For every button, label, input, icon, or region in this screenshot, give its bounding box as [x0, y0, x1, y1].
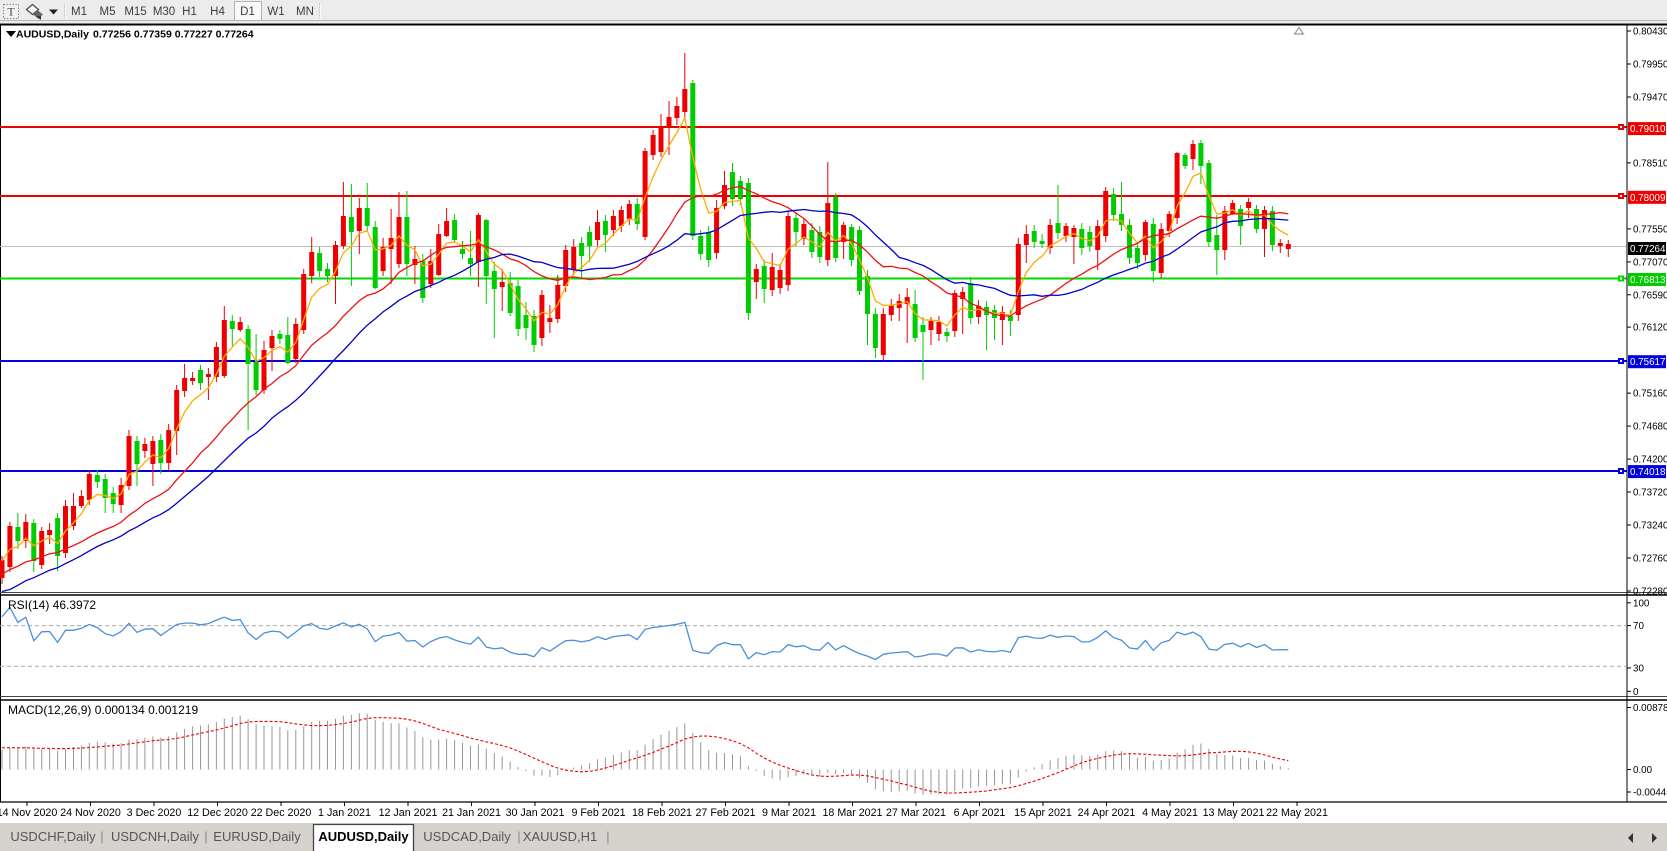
svg-text:0.77550: 0.77550	[1633, 224, 1667, 235]
svg-text:0.77264: 0.77264	[1630, 244, 1666, 255]
svg-text:RSI(14) 46.3972: RSI(14) 46.3972	[8, 598, 96, 612]
svg-text:0.78510: 0.78510	[1633, 158, 1667, 169]
svg-text:0.77256 0.77359 0.77227 0.7726: 0.77256 0.77359 0.77227 0.77264	[93, 29, 254, 41]
svg-text:0.73720: 0.73720	[1633, 488, 1667, 499]
svg-text:0.72760: 0.72760	[1633, 554, 1667, 565]
svg-text:24 Apr 2021: 24 Apr 2021	[1078, 807, 1136, 819]
svg-text:AUDUSD,Daily: AUDUSD,Daily	[16, 29, 89, 41]
svg-text:0.76120: 0.76120	[1633, 323, 1667, 334]
svg-text:0.76813: 0.76813	[1630, 275, 1666, 286]
svg-text:XAUUSD,H1: XAUUSD,H1	[523, 829, 597, 844]
svg-text:0.75617: 0.75617	[1630, 357, 1665, 368]
svg-text:9 Mar 2021: 9 Mar 2021	[762, 807, 816, 819]
svg-text:70: 70	[1633, 621, 1644, 632]
svg-text:13 May 2021: 13 May 2021	[1203, 807, 1265, 819]
svg-text:MACD(12,26,9) 0.000134 0.00121: MACD(12,26,9) 0.000134 0.001219	[8, 703, 198, 717]
svg-text:MN: MN	[296, 6, 314, 18]
svg-text:-0.00445: -0.00445	[1633, 788, 1667, 799]
svg-text:22 May 2021: 22 May 2021	[1266, 807, 1328, 819]
svg-text:0.77070: 0.77070	[1633, 257, 1667, 268]
svg-text:0.74018: 0.74018	[1630, 467, 1666, 478]
svg-text:M1: M1	[71, 6, 87, 18]
svg-text:M30: M30	[153, 6, 175, 18]
svg-text:W1: W1	[267, 6, 284, 18]
svg-text:0: 0	[1633, 687, 1639, 698]
svg-text:22 Dec 2020: 22 Dec 2020	[251, 807, 312, 819]
svg-text:9 Feb 2021: 9 Feb 2021	[571, 807, 625, 819]
svg-text:0.75160: 0.75160	[1633, 389, 1667, 400]
svg-text:H1: H1	[182, 6, 197, 18]
svg-text:18 Feb 2021: 18 Feb 2021	[632, 807, 692, 819]
svg-text:21 Jan 2021: 21 Jan 2021	[442, 807, 501, 819]
svg-text:0.74680: 0.74680	[1633, 422, 1667, 433]
svg-text:0.72280: 0.72280	[1633, 587, 1667, 598]
svg-text:T: T	[7, 5, 15, 19]
svg-text:12 Dec 2020: 12 Dec 2020	[187, 807, 248, 819]
svg-text:0.008782: 0.008782	[1633, 703, 1667, 714]
svg-text:27 Mar 2021: 27 Mar 2021	[886, 807, 946, 819]
svg-text:M5: M5	[100, 6, 116, 18]
svg-text:USDCHF,Daily: USDCHF,Daily	[10, 829, 96, 844]
svg-text:USDCAD,Daily: USDCAD,Daily	[423, 829, 511, 844]
svg-text:EURUSD,Daily: EURUSD,Daily	[213, 829, 301, 844]
svg-text:3 Dec 2020: 3 Dec 2020	[127, 807, 182, 819]
svg-text:D1: D1	[240, 6, 255, 18]
svg-text:24 Nov 2020: 24 Nov 2020	[60, 807, 121, 819]
svg-text:12 Jan 2021: 12 Jan 2021	[379, 807, 438, 819]
svg-text:0.74200: 0.74200	[1633, 455, 1667, 466]
svg-text:|: |	[517, 829, 520, 844]
svg-text:0.00: 0.00	[1633, 765, 1653, 776]
svg-text:4 May 2021: 4 May 2021	[1142, 807, 1198, 819]
svg-text:6 Apr 2021: 6 Apr 2021	[954, 807, 1006, 819]
svg-text:27 Feb 2021: 27 Feb 2021	[695, 807, 755, 819]
svg-text:USDCNH,Daily: USDCNH,Daily	[111, 829, 200, 844]
svg-text:AUDUSD,Daily: AUDUSD,Daily	[318, 829, 409, 844]
svg-text:30: 30	[1633, 663, 1644, 674]
svg-text:0.79470: 0.79470	[1633, 93, 1667, 104]
svg-text:0.79950: 0.79950	[1633, 60, 1667, 71]
svg-text:M15: M15	[124, 6, 146, 18]
svg-text:0.78009: 0.78009	[1630, 193, 1665, 204]
svg-text:|: |	[100, 829, 103, 844]
svg-text:15 Apr 2021: 15 Apr 2021	[1014, 807, 1072, 819]
svg-text:0.80430: 0.80430	[1633, 27, 1667, 38]
svg-text:H4: H4	[210, 6, 225, 18]
svg-text:|: |	[204, 829, 207, 844]
svg-text:0.73240: 0.73240	[1633, 521, 1667, 532]
svg-text:0.79010: 0.79010	[1630, 124, 1666, 135]
svg-text:14 Nov 2020: 14 Nov 2020	[0, 807, 57, 819]
svg-text:30 Jan 2021: 30 Jan 2021	[506, 807, 565, 819]
svg-text:100: 100	[1633, 598, 1650, 609]
svg-text:18 Mar 2021: 18 Mar 2021	[822, 807, 882, 819]
svg-text:0.76590: 0.76590	[1633, 290, 1667, 301]
svg-text:1 Jan 2021: 1 Jan 2021	[318, 807, 371, 819]
svg-text:|: |	[606, 829, 609, 844]
